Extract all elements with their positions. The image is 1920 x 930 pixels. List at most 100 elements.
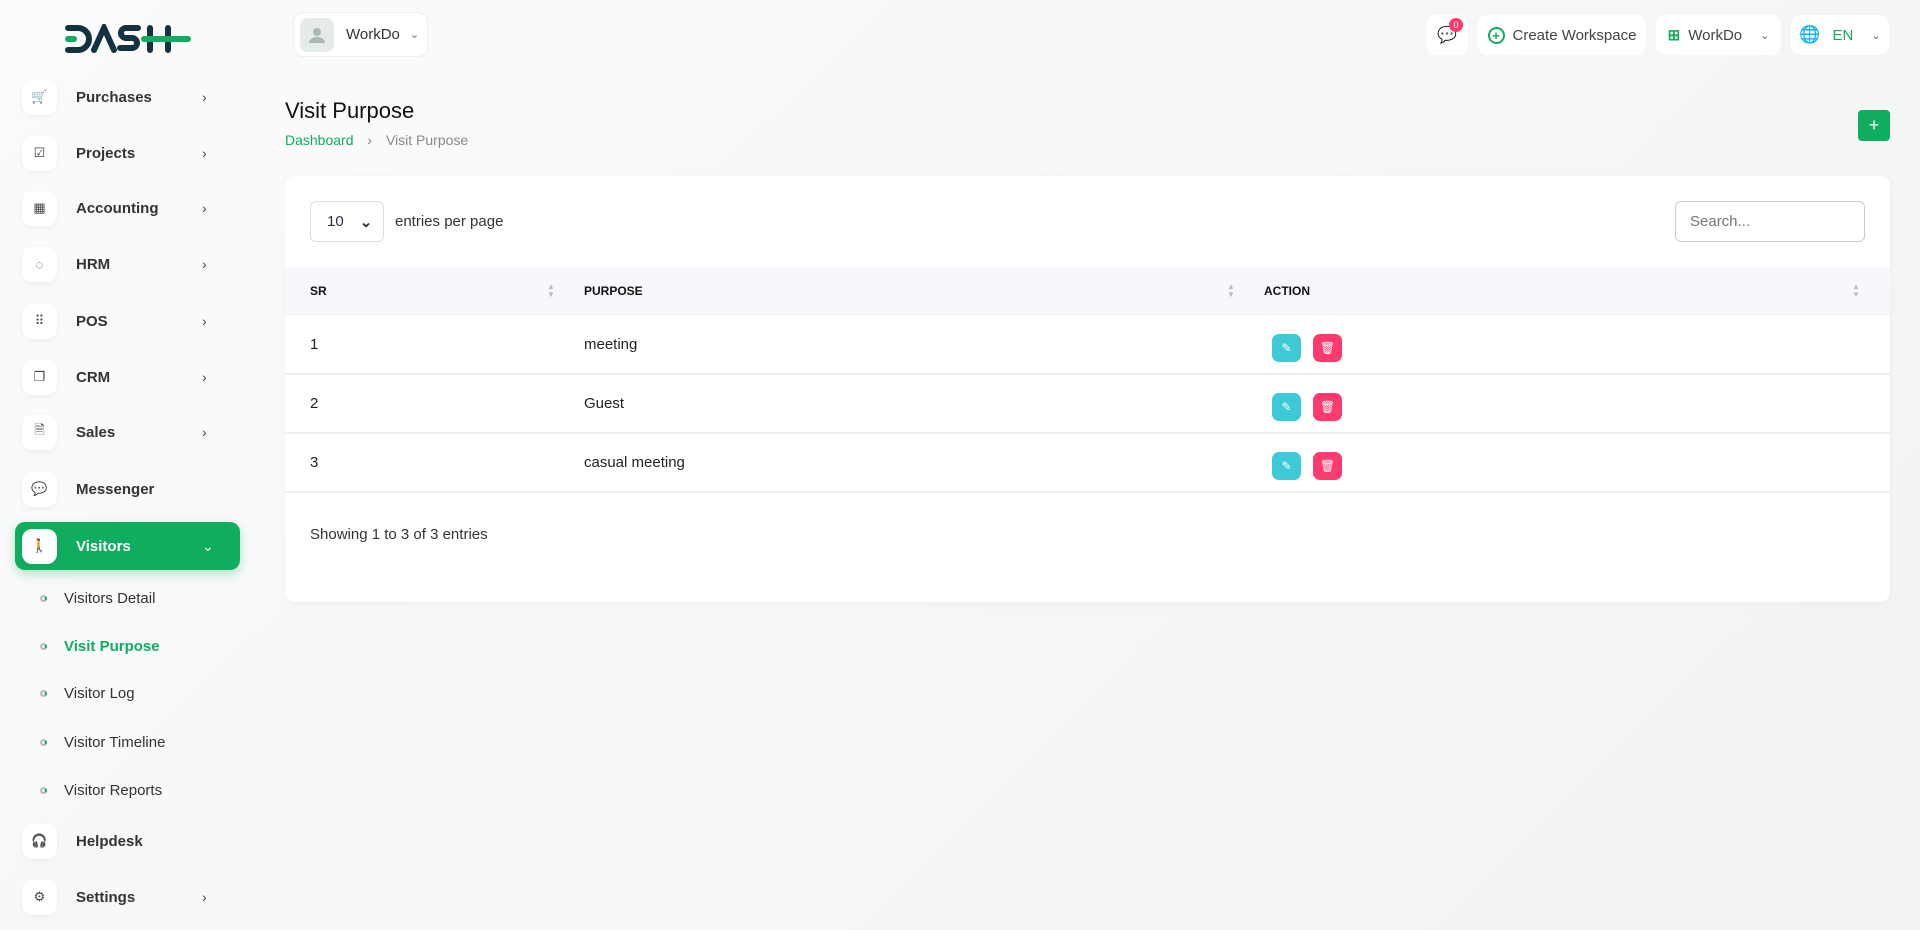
chevron-right-icon: › [202, 424, 207, 440]
cell-sr: 1 [310, 336, 319, 353]
checkbox-icon: ☑ [22, 135, 57, 171]
avatar [300, 17, 334, 52]
sidebar-item-label: Settings [76, 888, 136, 906]
sidebar-subitem-visitor-timeline[interactable]: Visitor Timeline [40, 734, 165, 751]
sidebar-subitem-visit-purpose[interactable]: Visit Purpose [40, 638, 160, 655]
sidebar-subitem-visitors-detail[interactable]: Visitors Detail [40, 590, 155, 607]
visit-purpose-table-card: 10 ⌄ entries per page SR ▲▼ PURPOSE ▲▼ AC… [285, 176, 1890, 602]
sidebar-item-label: CRM [76, 368, 111, 386]
edit-button[interactable]: ✎ [1272, 334, 1301, 362]
table-row: 1 meeting ✎ 🗑 [285, 316, 1890, 375]
headphones-icon: 🎧 [22, 823, 57, 859]
sidebar-subitem-visitor-log[interactable]: Visitor Log [40, 685, 135, 702]
sidebar-item-accounting[interactable]: ▦ Accounting › [22, 190, 222, 226]
sidebar-item-helpdesk[interactable]: 🎧 Helpdesk [22, 823, 222, 859]
person-icon: 🚶 [22, 528, 57, 564]
bullet-icon [40, 739, 47, 746]
sidebar-item-label: POS [76, 312, 108, 330]
file-icon: 🗎 [22, 414, 57, 450]
gear-icon: ⚙ [22, 879, 57, 915]
entries-per-page-label: entries per page [395, 213, 504, 230]
entries-per-page-select[interactable]: 10 ⌄ [310, 201, 384, 242]
sidebar-item-label: Accounting [76, 199, 159, 217]
pencil-icon: ✎ [1281, 459, 1292, 473]
sidebar-subitem-label: Visitor Reports [64, 782, 163, 799]
chevron-down-icon: ⌄ [1760, 29, 1770, 42]
workspace-selector-label: WorkDo [1688, 26, 1743, 44]
sidebar-item-label: Purchases [76, 88, 152, 106]
add-visit-purpose-button[interactable]: + [1858, 110, 1890, 141]
entries-value: 10 [327, 213, 344, 230]
globe-icon: 🌐 [1799, 25, 1821, 44]
cell-purpose: Guest [584, 395, 625, 412]
create-workspace-label: Create Workspace [1512, 26, 1637, 44]
cell-purpose: casual meeting [584, 454, 685, 471]
column-purpose[interactable]: PURPOSE [584, 284, 643, 298]
sort-icon[interactable]: ▲ ▼ [1227, 282, 1235, 299]
create-workspace-button[interactable]: + Create Workspace [1478, 15, 1646, 55]
column-sr[interactable]: SR [310, 284, 327, 298]
chevron-right-icon: › [202, 145, 207, 161]
delete-button[interactable]: 🗑 [1313, 334, 1342, 362]
sidebar-item-settings[interactable]: ⚙ Settings › [22, 879, 222, 915]
sidebar-item-crm[interactable]: ❐ CRM › [22, 359, 222, 395]
pencil-icon: ✎ [1281, 341, 1292, 355]
plus-circle-icon: + [1487, 26, 1505, 44]
language-selector[interactable]: 🌐 EN ⌄ [1791, 15, 1889, 55]
chat-icon: 💬 [22, 471, 57, 507]
table-info: Showing 1 to 3 of 3 entries [310, 526, 488, 543]
sidebar-subitem-label: Visit Purpose [64, 638, 160, 655]
chevron-down-icon: ⌄ [1871, 29, 1881, 42]
sidebar-item-label: Messenger [76, 480, 155, 498]
edit-button[interactable]: ✎ [1272, 452, 1301, 480]
trash-icon: 🗑 [1319, 459, 1336, 473]
chevron-right-icon: › [202, 256, 207, 272]
cell-sr: 2 [310, 395, 319, 412]
sidebar-item-purchases[interactable]: 🛒 Purchases › [22, 79, 222, 115]
trash-icon: 🗑 [1319, 400, 1336, 414]
cell-purpose: meeting [584, 336, 638, 353]
sidebar-subitem-visitor-reports[interactable]: Visitor Reports [40, 782, 162, 799]
bullet-icon [40, 690, 47, 697]
delete-button[interactable]: 🗑 [1313, 452, 1342, 480]
sidebar-item-projects[interactable]: ☑ Projects › [22, 135, 222, 171]
chevron-right-icon: › [202, 313, 207, 329]
breadcrumb: Dashboard › Visit Purpose [285, 132, 468, 148]
breadcrumb-current: Visit Purpose [385, 132, 469, 148]
bullet-icon [40, 643, 47, 650]
workspace-user-menu[interactable]: WorkDo ⌄ [293, 12, 428, 57]
layers-icon: ❐ [22, 359, 57, 395]
edit-button[interactable]: ✎ [1272, 393, 1301, 421]
pencil-icon: ✎ [1281, 400, 1292, 414]
users-circle-icon: ◌ [22, 246, 57, 282]
sidebar-item-messenger[interactable]: 💬 Messenger [22, 471, 222, 507]
sidebar-item-visitors[interactable]: 🚶 Visitors ⌄ [22, 528, 222, 564]
messages-button[interactable]: 💬 0 [1426, 15, 1468, 55]
bullet-icon [40, 787, 47, 794]
chevron-right-icon: › [202, 89, 207, 105]
cart-icon: 🛒 [22, 79, 57, 115]
delete-button[interactable]: 🗑 [1313, 393, 1342, 421]
sidebar-item-label: Helpdesk [76, 832, 143, 850]
breadcrumb-dashboard[interactable]: Dashboard [285, 132, 354, 148]
chevron-right-icon: › [202, 200, 207, 216]
sidebar-item-hrm[interactable]: ◌ HRM › [22, 246, 222, 282]
search-input[interactable] [1675, 201, 1865, 242]
logo[interactable] [64, 20, 192, 59]
chevron-right-icon: › [202, 889, 207, 905]
sidebar-subitem-label: Visitor Timeline [64, 734, 166, 751]
sidebar-item-sales[interactable]: 🗎 Sales › [22, 414, 222, 450]
sidebar-item-pos[interactable]: ⠿ POS › [22, 303, 222, 339]
notification-badge: 0 [1449, 18, 1463, 32]
column-action[interactable]: ACTION [1264, 284, 1310, 298]
sort-icon[interactable]: ▲ ▼ [1852, 282, 1860, 299]
apps-icon: ⊞ [1667, 27, 1681, 44]
workspace-selector[interactable]: ⊞ WorkDo ⌄ [1656, 15, 1781, 55]
workspace-user-name: WorkDo [346, 26, 400, 43]
chevron-right-icon: › [367, 132, 373, 148]
bullet-icon [40, 595, 47, 602]
page-title: Visit Purpose [285, 98, 415, 123]
chevron-down-icon: ⌄ [202, 537, 214, 554]
sort-icon[interactable]: ▲ ▼ [547, 282, 555, 299]
grid-plus-icon: ▦ [22, 190, 57, 226]
